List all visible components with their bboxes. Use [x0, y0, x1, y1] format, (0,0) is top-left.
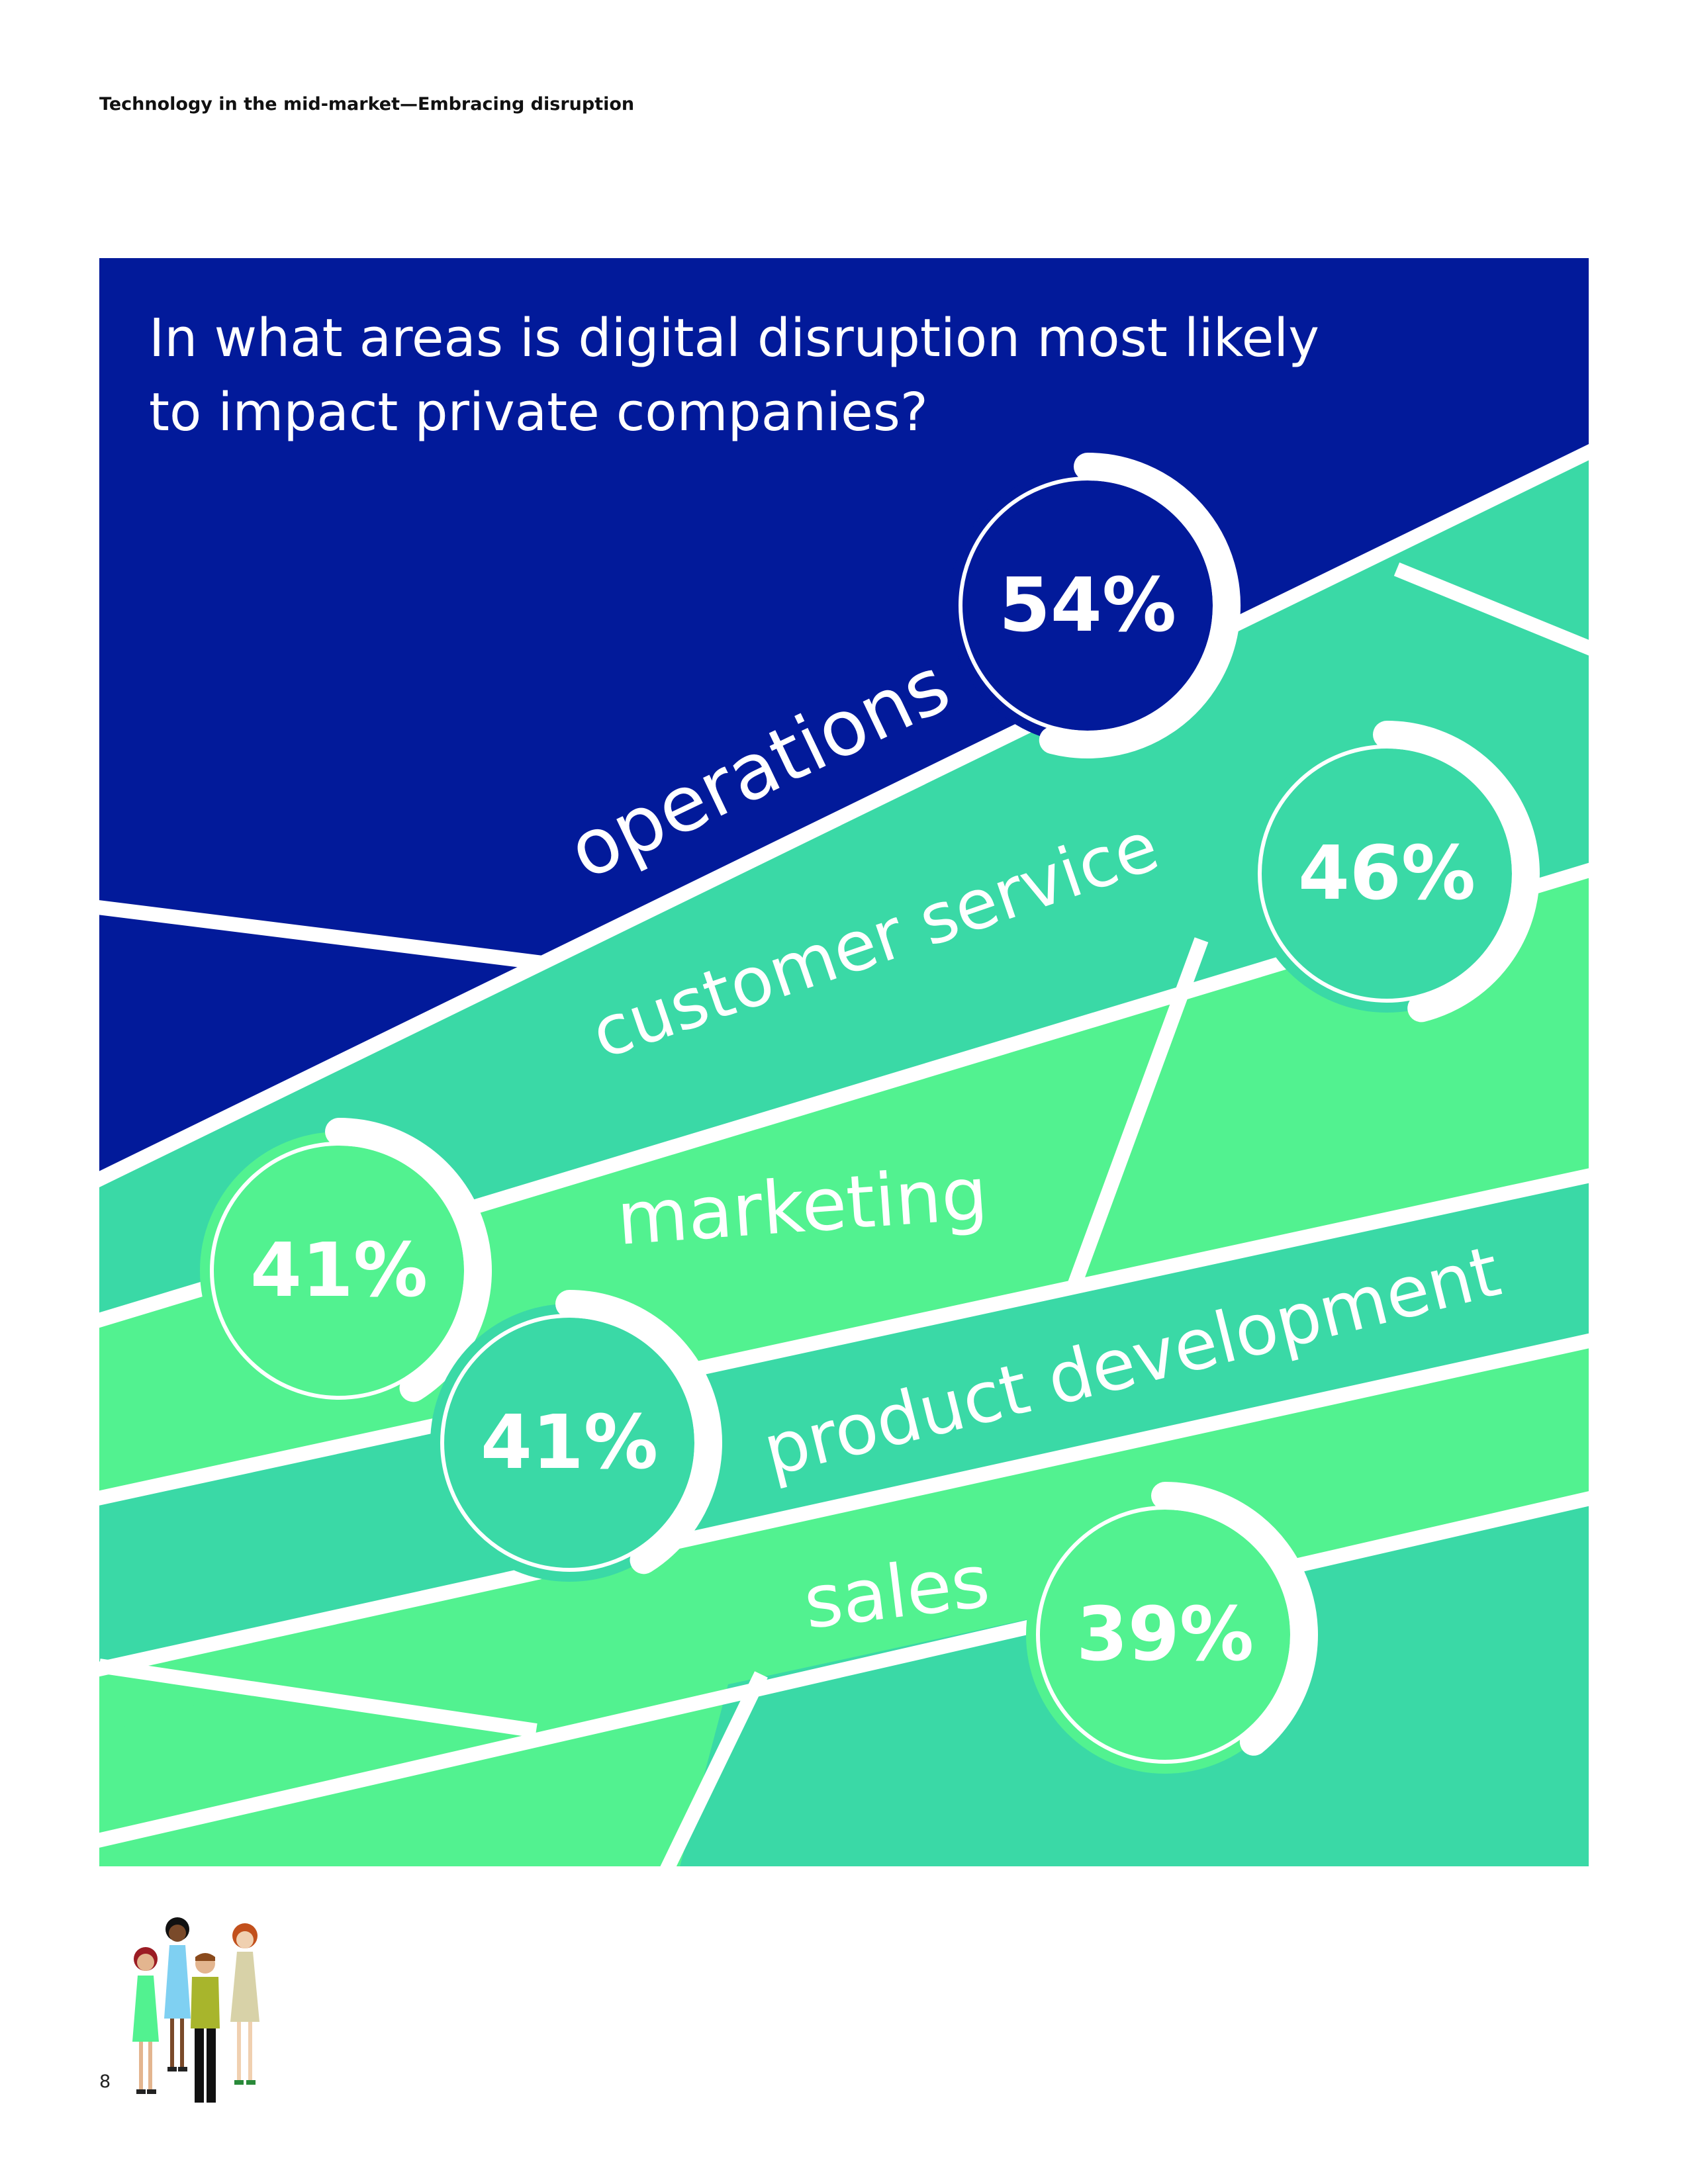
people-group-icon [132, 1917, 259, 2103]
page-header: Technology in the mid-market—Embracing d… [99, 94, 635, 114]
gauge-disc-operations [949, 467, 1227, 745]
chart-title: In what areas is digital disruption most… [149, 308, 1319, 443]
gauge-disc-customer-service [1248, 735, 1526, 1013]
chart-title-line-1: In what areas is digital disruption most… [149, 308, 1319, 369]
gauge-disc-sales [1026, 1496, 1304, 1774]
value-label-customer-service: 46% [1298, 831, 1476, 917]
gauge-arc-product-development [555, 1290, 722, 1574]
gauge-disc-product-development [430, 1304, 708, 1582]
page-number: 8 [99, 2071, 111, 2092]
value-label-product-development: 41% [481, 1400, 658, 1486]
value-label-sales: 39% [1076, 1592, 1254, 1678]
value-label-marketing: 41% [250, 1228, 428, 1314]
value-label-operations: 54% [999, 563, 1176, 649]
gauge-arc-sales [1151, 1482, 1318, 1756]
gauge-arc-operations [1039, 453, 1241, 758]
gauge-arc-customer-service [1373, 721, 1540, 1023]
gauge-disc-marketing [200, 1132, 478, 1410]
gauge-arc-marketing [325, 1118, 492, 1402]
chart-title-line-2: to impact private companies? [149, 382, 928, 443]
